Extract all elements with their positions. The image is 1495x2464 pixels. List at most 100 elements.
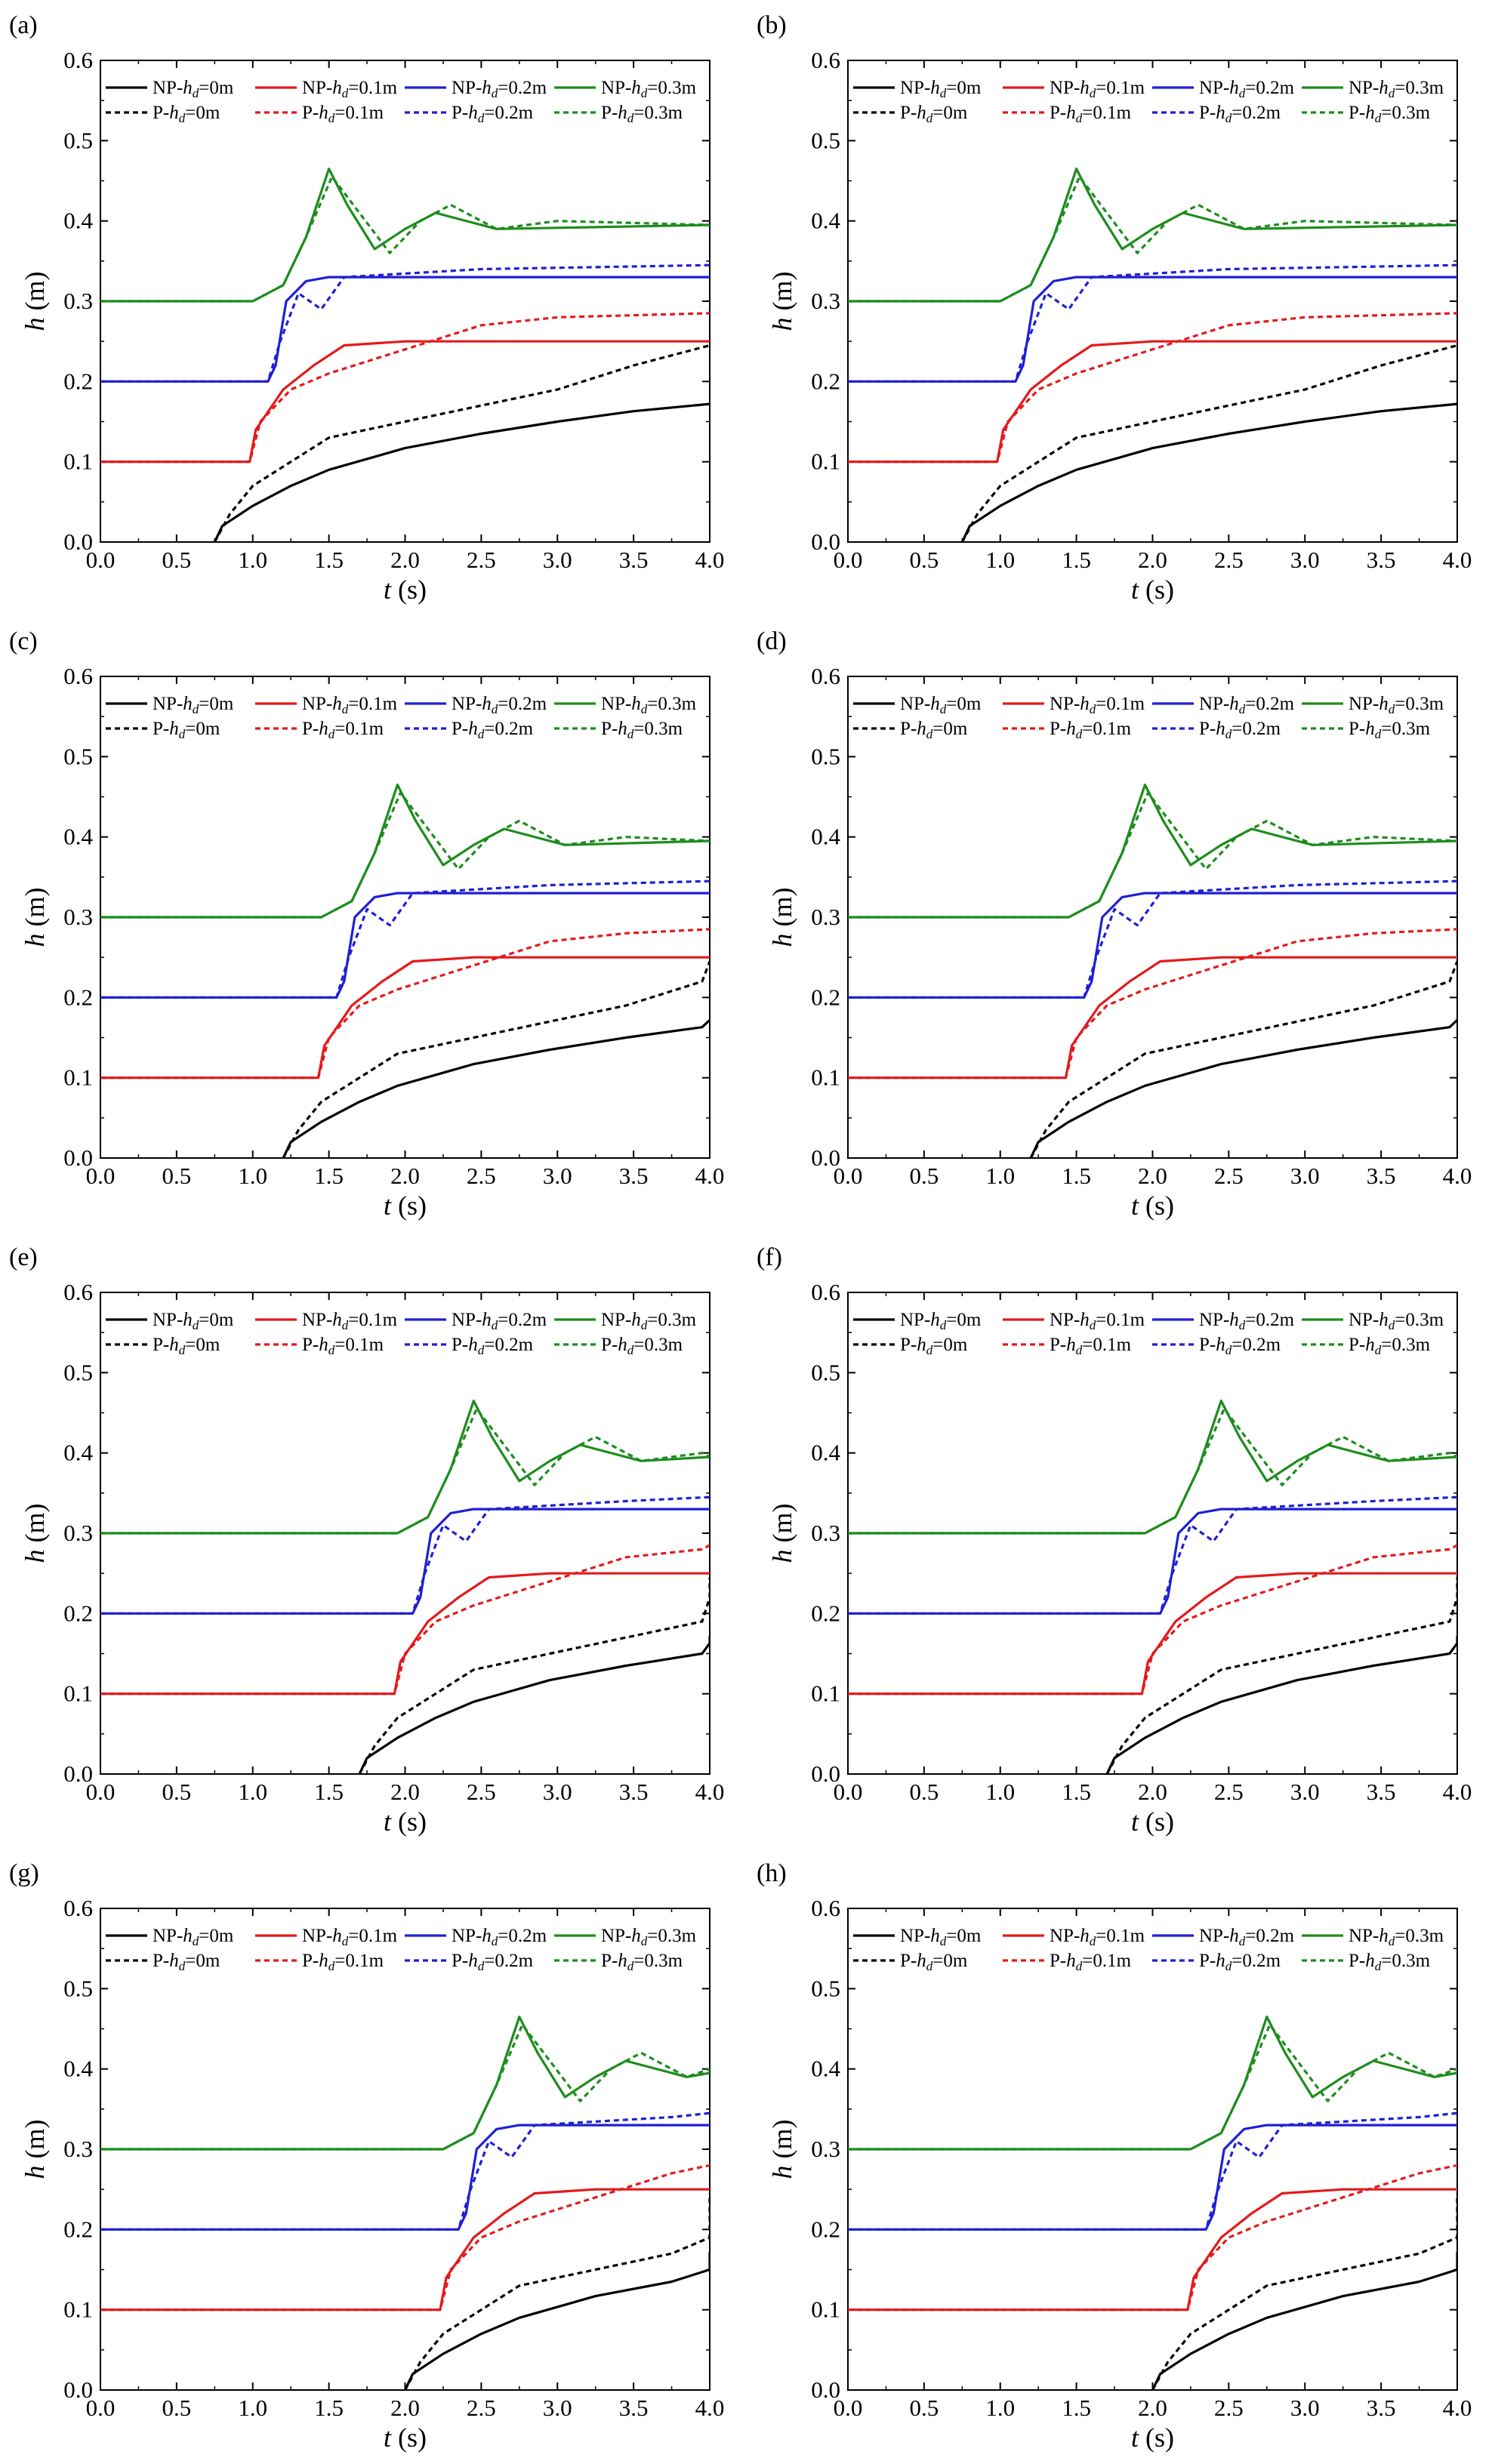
- legend-var: h: [468, 719, 478, 739]
- x-tick-label: 0.5: [162, 1163, 192, 1189]
- legend-suffix: =0.3m: [647, 78, 696, 98]
- legend-suffix: =0.1m: [348, 1310, 397, 1330]
- x-tick-label: 2.0: [1138, 547, 1167, 573]
- legend-prefix: P-: [601, 1335, 618, 1355]
- series-group: [848, 784, 1457, 1158]
- x-tick-label: 2.5: [1214, 547, 1244, 573]
- legend-sub: d: [328, 727, 335, 741]
- chart-panel: (h) 0.0 0.5 1.0 1.5 2.0 2.5 3.0 3.5 4.0 0.0 0.1 0.2 0…: [748, 1848, 1495, 2464]
- series-line: [848, 2016, 1457, 2151]
- y-tick-label: 0.6: [63, 663, 93, 689]
- y-tick-label: 0.4: [811, 824, 840, 850]
- legend-suffix: =0.2m: [1231, 719, 1281, 739]
- x-tick-label: 3.0: [1290, 1163, 1320, 1189]
- x-tick-label: 0.5: [162, 1779, 192, 1805]
- legend-sub: d: [1375, 1959, 1382, 1973]
- legend-suffix: =0.1m: [348, 1926, 397, 1946]
- legend-prefix: NP-: [1199, 78, 1229, 98]
- y-axis-unit: (m): [20, 272, 50, 318]
- y-axis-unit: (m): [767, 272, 797, 318]
- legend-var: h: [631, 694, 641, 714]
- legend-suffix: =0m: [946, 694, 982, 714]
- legend-var: h: [332, 1926, 342, 1946]
- y-tick-label: 0.3: [63, 904, 93, 930]
- legend-label: P-hd=0.2m: [452, 1335, 534, 1357]
- legend-var: h: [618, 103, 627, 123]
- x-tick-label: 2.5: [467, 1779, 496, 1805]
- y-axis-label: h (m): [767, 888, 797, 947]
- legend-sub: d: [342, 702, 349, 716]
- legend-prefix: P-: [1199, 103, 1216, 123]
- legend-prefix: P-: [900, 719, 917, 739]
- legend-label: P-hd=0m: [153, 719, 220, 741]
- legend-var: h: [183, 1310, 193, 1330]
- legend-label: NP-hd=0.2m: [452, 1310, 547, 1332]
- legend-var: h: [631, 1926, 641, 1946]
- y-axis-unit: (m): [20, 888, 50, 934]
- legend-label: NP-hd=0.2m: [452, 694, 547, 716]
- legend-label: NP-hd=0.1m: [302, 694, 398, 716]
- legend-suffix: =0.3m: [633, 1951, 683, 1971]
- y-axis-var: h: [767, 933, 797, 947]
- y-axis-var: h: [20, 933, 50, 947]
- legend-var: h: [319, 1951, 328, 1971]
- legend-sub: d: [940, 702, 947, 716]
- series-line: [213, 343, 710, 542]
- series-line: [100, 263, 710, 383]
- series-line: [100, 956, 710, 1080]
- legend-sub: d: [1225, 111, 1232, 125]
- legend-suffix: =0.1m: [348, 78, 397, 98]
- x-tick-label: 0.0: [834, 2395, 863, 2421]
- series-line: [848, 1544, 1457, 1696]
- x-tick-label: 4.0: [695, 2395, 725, 2421]
- legend-suffix: =0.2m: [1245, 78, 1294, 98]
- y-tick-label: 0.4: [63, 2056, 93, 2082]
- legend-prefix: P-: [900, 1335, 917, 1355]
- series-line: [404, 2252, 710, 2390]
- series-line: [100, 276, 710, 383]
- legend-prefix: NP-: [1199, 1926, 1229, 1946]
- y-tick-label: 0.3: [811, 904, 840, 930]
- x-tick-label: 1.5: [314, 1779, 344, 1805]
- legend-prefix: NP-: [1349, 1310, 1379, 1330]
- x-axis-label: t (s): [384, 574, 427, 605]
- legend-prefix: P-: [302, 103, 319, 123]
- legend-suffix: =0.2m: [1245, 694, 1294, 714]
- legend-var: h: [930, 78, 940, 98]
- legend-var: h: [930, 1926, 940, 1946]
- legend-suffix: =0.2m: [498, 78, 547, 98]
- y-tick-label: 0.2: [63, 984, 93, 1010]
- y-tick-label: 0.2: [811, 984, 840, 1010]
- legend-sub: d: [1239, 702, 1246, 716]
- legend-prefix: NP-: [601, 1926, 631, 1946]
- legend-sub: d: [478, 1959, 485, 1973]
- y-tick-label: 0.1: [811, 448, 840, 475]
- legend-suffix: =0m: [946, 78, 982, 98]
- y-tick-label: 0.1: [63, 448, 93, 475]
- x-tick-label: 3.5: [1367, 547, 1396, 573]
- legend-prefix: NP-: [1349, 1926, 1379, 1946]
- series-line: [848, 892, 1457, 999]
- legend-prefix: P-: [601, 1951, 618, 1971]
- legend-var: h: [482, 694, 492, 714]
- legend-label: NP-hd=0m: [153, 78, 234, 100]
- chart-panel: (a) 0.0 0.5 1.0 1.5 2.0 2.5 3.0 3.5 4.0 0.0 0.1 0.2 0…: [0, 0, 748, 616]
- legend-prefix: NP-: [900, 694, 930, 714]
- legend-label: NP-hd=0.3m: [601, 694, 697, 716]
- legend-sub: d: [627, 727, 634, 741]
- y-tick-label: 0.2: [811, 368, 840, 394]
- legend-var: h: [468, 1951, 478, 1971]
- legend-suffix: =0.1m: [1082, 103, 1131, 123]
- y-tick-label: 0.0: [63, 1144, 93, 1171]
- legend-sub: d: [492, 702, 498, 716]
- legend-var: h: [1379, 1926, 1389, 1946]
- legend-label: P-hd=0m: [900, 103, 968, 125]
- legend-label: NP-hd=0.2m: [1199, 1926, 1295, 1948]
- legend-suffix: =0.2m: [1231, 103, 1281, 123]
- x-tick-label: 3.5: [1367, 1779, 1396, 1805]
- legend-sub: d: [1225, 1343, 1232, 1357]
- legend-label: NP-hd=0.2m: [452, 1926, 547, 1948]
- legend-var: h: [1066, 1335, 1076, 1355]
- x-tick-label: 3.0: [543, 1779, 572, 1805]
- y-tick-label: 0.4: [811, 2056, 840, 2082]
